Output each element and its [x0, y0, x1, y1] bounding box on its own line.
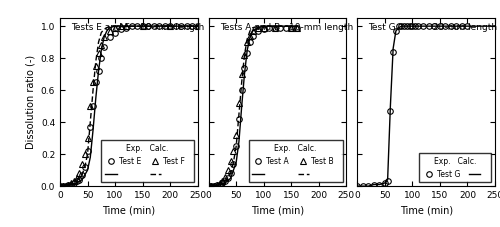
Text: 10-mm length: 10-mm length	[140, 23, 204, 32]
Text: 10-mm length: 10-mm length	[288, 23, 353, 32]
X-axis label: Time (min): Time (min)	[400, 206, 452, 216]
Text: 20-mm length: 20-mm length	[433, 23, 497, 32]
X-axis label: Time (min): Time (min)	[251, 206, 304, 216]
X-axis label: Time (min): Time (min)	[102, 206, 156, 216]
Legend: Test E  ,   , Test F  ,   : Test E , , Test F ,	[102, 140, 194, 182]
Y-axis label: Dissolution ratio (-): Dissolution ratio (-)	[25, 55, 35, 149]
Text: Test G: Test G	[368, 23, 396, 32]
Text: Tests A and B: Tests A and B	[220, 23, 280, 32]
Legend: Test G  ,   : Test G ,	[420, 153, 491, 182]
Text: Tests E and F: Tests E and F	[71, 23, 130, 32]
Legend: Test A  ,   , Test B  ,   : Test A , , Test B ,	[248, 140, 342, 182]
